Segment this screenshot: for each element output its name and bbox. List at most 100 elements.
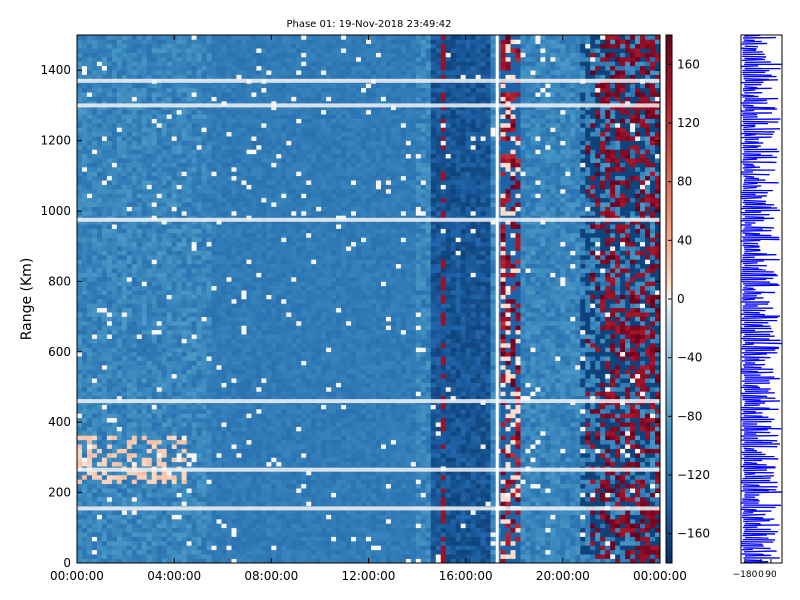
heatmap-cell: [81, 118, 88, 124]
heatmap-cell: [221, 514, 227, 520]
heatmap-cell: [166, 527, 172, 533]
heatmap-cell: [271, 356, 277, 361]
heatmap-cell: [211, 92, 217, 97]
heatmap-cell: [151, 541, 158, 546]
heatmap-cell: [271, 321, 277, 326]
heatmap-cell: [136, 175, 143, 181]
heatmap-cell: [156, 74, 163, 80]
heatmap-cell: [241, 57, 247, 62]
heatmap-cell: [196, 145, 202, 150]
heatmap-cell: [191, 219, 197, 225]
heatmap-cell: [196, 114, 202, 119]
heatmap-cell: [266, 224, 272, 229]
heatmap-cell: [151, 351, 158, 357]
heatmap-cell: [236, 237, 242, 243]
heatmap-cell: [206, 343, 212, 348]
heatmap-cell: [131, 479, 138, 485]
heatmap-cell: [281, 290, 287, 295]
heatmap-cell: [96, 545, 103, 551]
heatmap-cell: [221, 329, 227, 335]
heatmap-cell: [256, 202, 262, 207]
heatmap-cell: [121, 316, 128, 322]
heatmap-cell: [196, 373, 202, 379]
heatmap-cell: [246, 87, 252, 93]
heatmap-cell: [166, 439, 172, 445]
heatmap-cell: [101, 395, 108, 401]
heatmap-cell: [121, 294, 128, 300]
heatmap-cell: [211, 255, 217, 260]
heatmap-cell: [226, 321, 232, 326]
heatmap-cell: [266, 501, 272, 507]
heatmap-cell: [81, 492, 88, 498]
heatmap-cell: [171, 57, 177, 62]
heatmap-cell: [211, 184, 217, 190]
heatmap-cell: [171, 189, 177, 194]
heatmap-cell: [136, 74, 143, 80]
heatmap-cell: [166, 290, 172, 295]
heatmap-cell: [251, 549, 257, 555]
heatmap-cell: [121, 488, 128, 493]
heatmap-cell: [251, 215, 257, 221]
heatmap-cell: [81, 347, 88, 353]
heatmap-cell: [226, 329, 232, 335]
heatmap-cell: [131, 259, 138, 265]
heatmap-cell: [166, 52, 172, 58]
heatmap-cell: [96, 149, 103, 155]
heatmap-cell: [86, 413, 93, 419]
heatmap-cell: [176, 483, 182, 489]
heatmap-cell: [256, 453, 262, 458]
heatmap-cell: [166, 461, 172, 467]
heatmap-cell: [96, 299, 103, 304]
heatmap-cell: [261, 131, 267, 137]
heatmap-cell: [196, 365, 202, 370]
heatmap-cell: [166, 272, 172, 278]
heatmap-cell: [126, 136, 133, 141]
heatmap-cell: [81, 70, 88, 75]
heatmap-cell: [171, 307, 177, 313]
heatmap-cell: [96, 294, 103, 300]
heatmap-cell: [231, 167, 237, 172]
heatmap-cell: [206, 488, 212, 493]
heatmap-cell: [176, 180, 182, 185]
heatmap-cell: [201, 483, 207, 489]
heatmap-cell: [136, 65, 143, 71]
heatmap-cell: [106, 387, 113, 392]
heatmap-cell: [186, 510, 192, 515]
heatmap-cell: [136, 290, 143, 295]
heatmap-cell: [96, 523, 103, 529]
heatmap-cell: [176, 184, 182, 190]
heatmap-cell: [156, 444, 163, 449]
heatmap-cell: [131, 206, 138, 212]
heatmap-cell: [86, 321, 93, 326]
heatmap-cell: [91, 263, 98, 269]
heatmap-cell: [77, 92, 83, 97]
heatmap-cell: [161, 299, 167, 304]
heatmap-cell: [196, 250, 202, 256]
heatmap-cell: [246, 92, 252, 97]
heatmap-cell: [251, 57, 257, 62]
heatmap-cell: [136, 303, 143, 309]
heatmap-cell: [226, 114, 232, 119]
heatmap-cell: [96, 206, 103, 212]
heatmap-cell: [241, 294, 247, 300]
heatmap-cell: [131, 52, 138, 58]
heatmap-cell: [196, 457, 202, 463]
heatmap-cell: [96, 167, 103, 172]
heatmap-cell: [176, 167, 182, 172]
heatmap-cell: [141, 514, 148, 520]
heatmap-cell: [181, 96, 187, 102]
heatmap-cell: [116, 461, 123, 467]
heatmap-cell: [216, 158, 222, 163]
heatmap-cell: [171, 70, 177, 75]
heatmap-cell: [166, 241, 172, 247]
heatmap-cell: [131, 492, 138, 498]
heatmap-cell: [86, 431, 93, 436]
heatmap-cell: [136, 378, 143, 383]
heatmap-cell: [281, 255, 287, 260]
heatmap-cell: [181, 272, 187, 278]
heatmap-cell: [231, 536, 237, 542]
heatmap-cell: [161, 417, 167, 423]
heatmap-cell: [186, 281, 192, 287]
heatmap-cell: [206, 202, 212, 207]
heatmap-cell: [181, 268, 187, 273]
